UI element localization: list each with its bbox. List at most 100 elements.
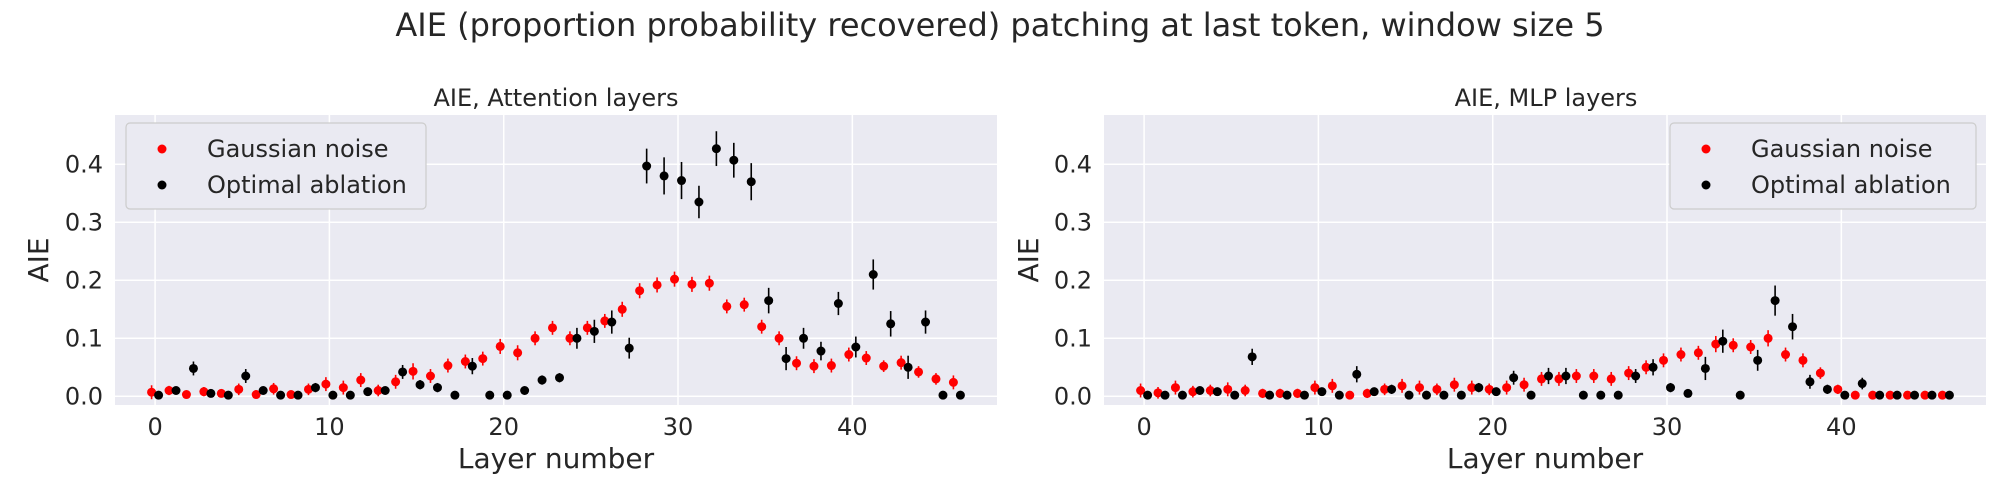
attention-gaussian-point <box>286 390 296 400</box>
attention-optimal-point <box>398 367 408 377</box>
attention-optimal-point <box>432 383 442 393</box>
attention-optimal-point <box>799 333 809 343</box>
mlp-gaussian-point <box>1292 388 1302 398</box>
attention-gaussian-point <box>408 366 418 376</box>
mlp-optimal-point <box>1369 387 1379 397</box>
mlp-optimal-point <box>1805 377 1815 387</box>
mlp-legend-box <box>1669 122 1977 210</box>
mlp-legend-gaussian-marker <box>1701 144 1711 154</box>
mlp-gaussian-point <box>1153 388 1163 398</box>
attention-optimal-point <box>886 319 896 329</box>
mlp-optimal-point <box>1892 390 1902 400</box>
mlp-x-tick-label: 30 <box>1652 413 1683 441</box>
mlp-panel-title: AIE, MLP layers <box>1455 84 1638 112</box>
mlp-gaussian-point <box>1850 390 1860 400</box>
attention-gaussian-point <box>495 341 505 351</box>
attention-gaussian-point <box>181 390 191 400</box>
mlp-optimal-point <box>1299 390 1309 400</box>
attention-gaussian-point <box>478 354 488 364</box>
attention-optimal-point <box>276 390 286 400</box>
mlp-gaussian-point <box>1937 390 1947 400</box>
mlp-optimal-point <box>1177 390 1187 400</box>
attention-y-tick-label: 0.0 <box>65 382 103 410</box>
mlp-optimal-point <box>1648 362 1658 372</box>
mlp-optimal-point <box>1212 387 1222 397</box>
attention-y-tick-label: 0.2 <box>65 266 103 294</box>
attention-optimal-point <box>258 386 268 395</box>
mlp-optimal-point <box>1735 390 1745 400</box>
attention-gaussian-point <box>513 348 523 358</box>
mlp-optimal-point <box>1474 383 1484 393</box>
mlp-optimal-point <box>1770 296 1780 306</box>
mlp-gaussian-point <box>1467 383 1477 393</box>
attention-gaussian-point <box>739 300 749 310</box>
mlp-x-tick-label: 40 <box>1826 413 1857 441</box>
mlp-gaussian-point <box>1380 384 1390 394</box>
mlp-optimal-point <box>1352 369 1362 379</box>
mlp-optimal-point <box>1439 390 1449 400</box>
attention-optimal-point <box>188 363 198 373</box>
mlp-optimal-point <box>1561 371 1571 381</box>
attention-gaussian-point <box>373 386 383 395</box>
attention-gaussian-point <box>652 280 662 290</box>
attention-gaussian-point <box>548 323 557 333</box>
mlp-optimal-point <box>1700 363 1710 373</box>
attention-legend: Gaussian noise Optimal ablation <box>125 122 427 210</box>
attention-gaussian-point <box>565 333 575 343</box>
mlp-optimal-point <box>1195 386 1205 395</box>
attention-optimal-point <box>555 373 564 383</box>
mlp-optimal-point <box>1875 390 1885 400</box>
mlp-optimal-point <box>1526 390 1536 400</box>
attention-gaussian-point <box>948 377 958 387</box>
attention-optimal-point <box>816 346 826 356</box>
attention-gaussian-point <box>722 301 732 311</box>
mlp-optimal-point <box>1456 390 1466 400</box>
attention-gaussian-point <box>757 322 767 332</box>
attention-optimal-point <box>607 317 617 327</box>
attention-gaussian-point <box>147 387 157 397</box>
attention-gaussian-point <box>861 353 871 363</box>
attention-gaussian-point <box>460 357 470 366</box>
attention-optimal-point <box>223 390 233 400</box>
mlp-optimal-point <box>1334 390 1344 400</box>
mlp-gaussian-point <box>1763 333 1773 343</box>
mlp-y-axis-label: AIE <box>1012 237 1045 282</box>
attention-optimal-point <box>746 177 756 187</box>
mlp-optimal-point <box>1788 322 1798 332</box>
attention-gaussian-point <box>617 304 627 314</box>
mlp-optimal-point <box>1910 390 1920 400</box>
mlp-gaussian-point <box>1345 390 1355 400</box>
attention-optimal-point <box>955 390 965 400</box>
mlp-gaussian-point <box>1711 339 1721 349</box>
attention-gaussian-point <box>269 384 279 394</box>
attention-gaussian-point <box>600 316 610 326</box>
mlp-gaussian-point <box>1170 383 1180 393</box>
mlp-optimal-point <box>1491 387 1501 397</box>
attention-gaussian-point <box>425 371 435 381</box>
attention-optimal-point <box>921 317 931 327</box>
attention-legend-optimal-label: Optimal ablation <box>207 171 407 199</box>
mlp-gaussian-point <box>1223 384 1233 394</box>
mlp-gaussian-point <box>1136 386 1146 395</box>
attention-optimal-point <box>485 390 495 400</box>
mlp-optimal-point <box>1666 383 1676 393</box>
mlp-x-tick-label: 10 <box>1303 413 1334 441</box>
attention-gaussian-point <box>582 323 592 333</box>
mlp-gaussian-point <box>1519 380 1529 390</box>
mlp-legend-optimal-marker <box>1701 180 1711 190</box>
attention-gaussian-point <box>321 379 331 389</box>
mlp-y-tick-label: 0.3 <box>1054 208 1092 236</box>
mlp-x-axis-label: Layer number <box>1447 442 1644 475</box>
attention-y-tick-label: 0.4 <box>65 150 103 178</box>
attention-gaussian-point <box>530 333 540 343</box>
mlp-optimal-point <box>1683 388 1693 398</box>
attention-gaussian-point <box>931 374 941 384</box>
figure-title: AIE (proportion probability recovered) p… <box>395 6 1604 44</box>
mlp-y-tick-label: 0.4 <box>1054 150 1092 178</box>
attention-optimal-point <box>537 375 547 385</box>
mlp-gaussian-point <box>1275 388 1285 398</box>
mlp-gaussian-point <box>1537 374 1546 384</box>
mlp-optimal-point <box>1247 352 1257 362</box>
mlp-optimal-point <box>1718 336 1728 346</box>
attention-legend-box <box>125 122 427 210</box>
